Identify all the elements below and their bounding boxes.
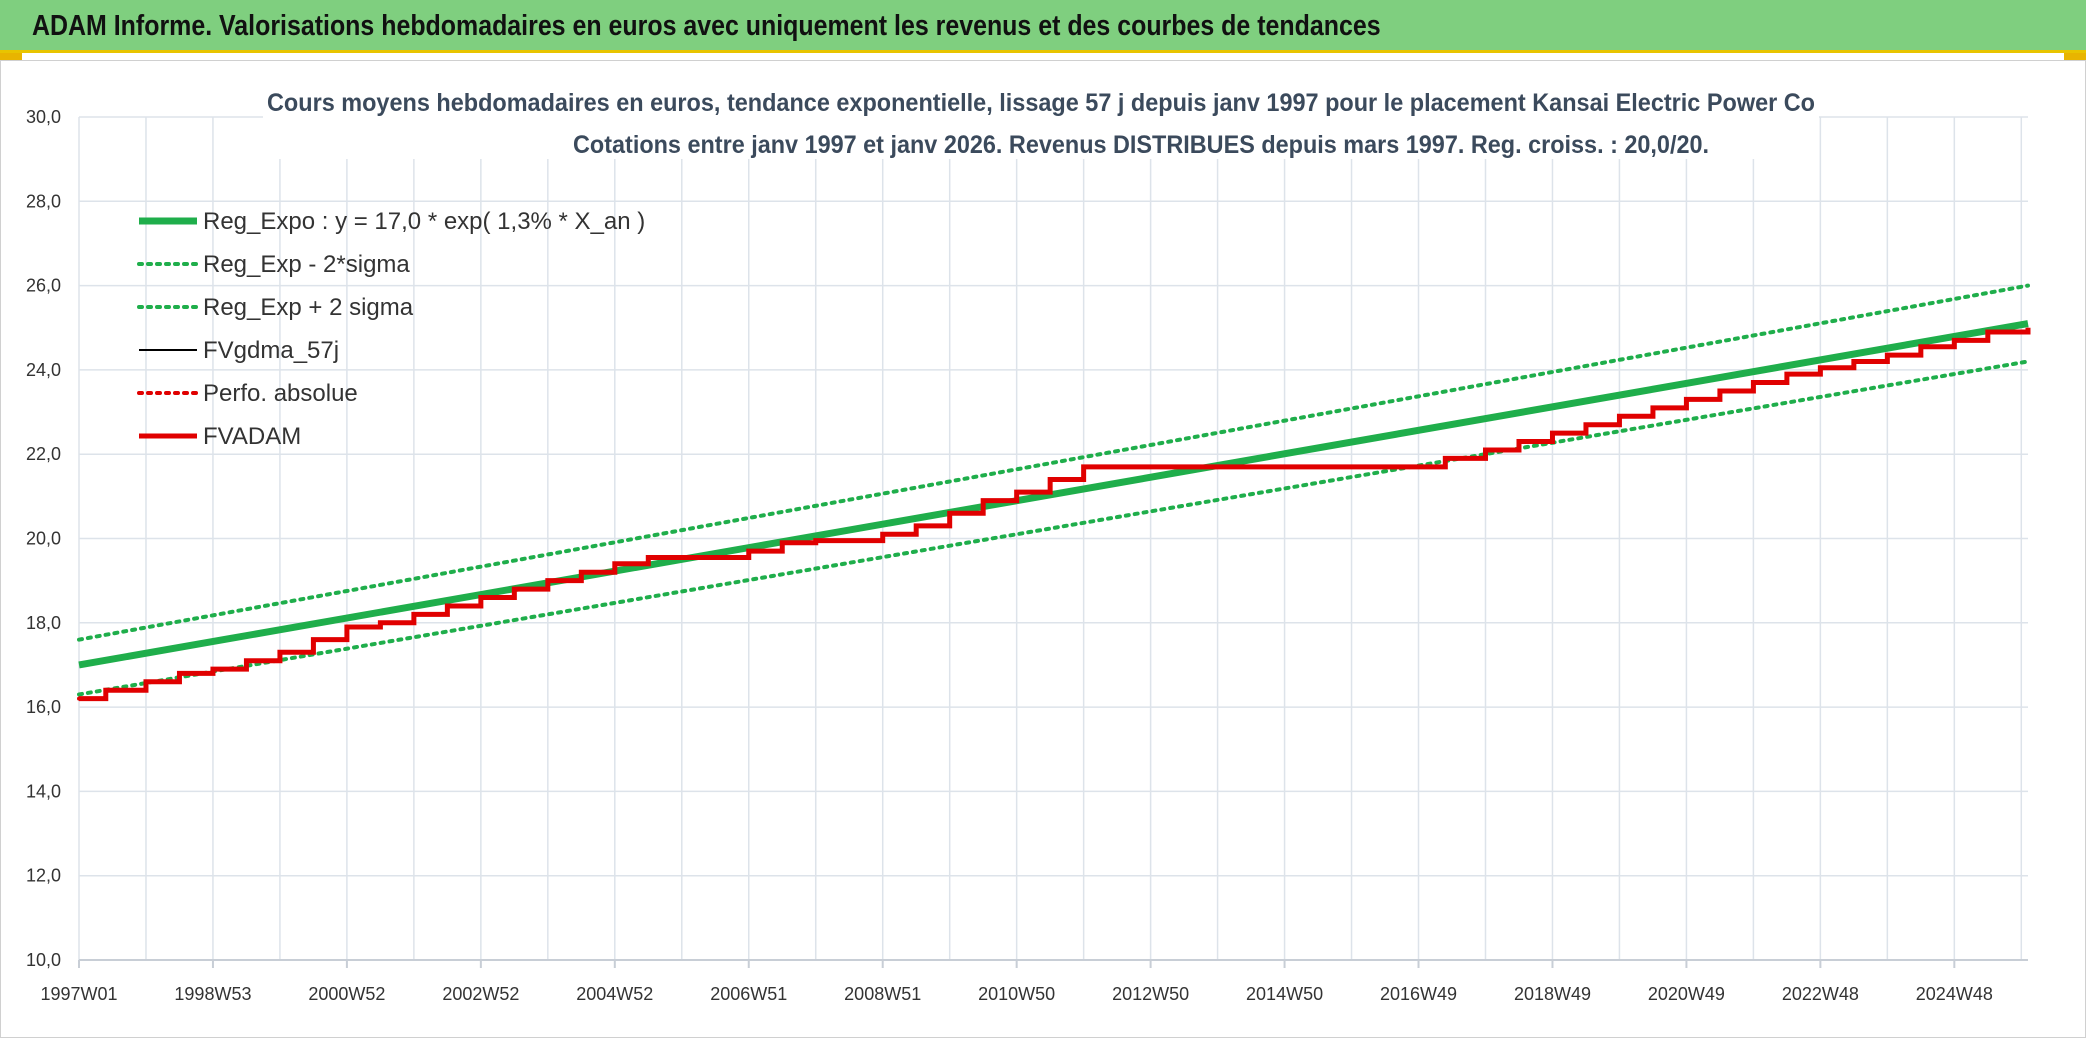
series-reg-exp-plus-2sigma: [77, 283, 2030, 642]
x-tick-label: 2012W50: [1112, 984, 1189, 1004]
legend-label: Perfo. absolue: [203, 380, 358, 407]
legend: Reg_Expo : y = 17,0 * exp( 1,3% * X_an )…: [137, 208, 645, 450]
y-tick-label: 24,0: [26, 360, 61, 380]
x-tick-label: 2000W52: [308, 984, 385, 1004]
legend-label: Reg_Exp + 2 sigma: [203, 294, 414, 321]
legend-label: FVADAM: [203, 423, 301, 450]
title-background: [263, 79, 1819, 159]
chart: Cours moyens hebdomadaires en euros, ten…: [26, 79, 2031, 1004]
x-tick-label: 1997W01: [40, 984, 117, 1004]
chart-subtitle: Cotations entre janv 1997 et janv 2026. …: [573, 131, 1709, 159]
y-tick-label: 14,0: [26, 781, 61, 801]
x-tick-label: 2018W49: [1514, 984, 1591, 1004]
x-tick-label: 2022W48: [1782, 984, 1859, 1004]
series: [77, 283, 2031, 702]
axes: 10,0 12,0 14,0 16,0 18,0 20,0 22,0 24,0 26,0 28,0…: [26, 107, 2028, 1004]
chart-titles: Cours moyens hebdomadaires en euros, ten…: [263, 79, 1819, 159]
series-reg-expo: [78, 320, 2029, 669]
x-tick-label: 2002W52: [442, 984, 519, 1004]
y-tick-label: 28,0: [26, 191, 61, 211]
y-tick-label: 12,0: [26, 866, 61, 886]
x-tick-label: 2016W49: [1380, 984, 1457, 1004]
y-tick-label: 18,0: [26, 613, 61, 633]
legend-label: FVgdma_57j: [203, 337, 339, 364]
x-tick-label: 2010W50: [978, 984, 1055, 1004]
grid: [78, 116, 2028, 961]
y-tick-label: 22,0: [26, 444, 61, 464]
x-tick-label: 2024W48: [1916, 984, 1993, 1004]
corner-marker-left: [0, 53, 22, 61]
x-tick-label: 1998W53: [174, 984, 251, 1004]
chart-title: Cours moyens hebdomadaires en euros, ten…: [267, 89, 1815, 117]
x-tick-label: 2014W50: [1246, 984, 1323, 1004]
y-tick-label: 26,0: [26, 276, 61, 296]
series-reg-exp-minus-2sigma: [77, 359, 2030, 697]
legend-label: Reg_Exp - 2*sigma: [203, 251, 410, 278]
y-tick-label: 30,0: [26, 107, 61, 127]
banner: ADAM Informe. Valorisations hebdomadaire…: [0, 0, 2086, 53]
legend-label: Reg_Expo : y = 17,0 * exp( 1,3% * X_an ): [203, 208, 645, 235]
y-tick-label: 16,0: [26, 697, 61, 717]
x-tick-label: 2008W51: [844, 984, 921, 1004]
banner-title: ADAM Informe. Valorisations hebdomadaire…: [32, 10, 1381, 42]
chart-area: Cours moyens hebdomadaires en euros, ten…: [0, 60, 2086, 1038]
x-tick-label: 2006W51: [710, 984, 787, 1004]
corner-marker-right: [2064, 53, 2086, 61]
y-tick-label: 10,0: [26, 950, 61, 970]
y-tick-label: 20,0: [26, 529, 61, 549]
series-perfo-absolue: [77, 325, 2030, 701]
x-tick-label: 2020W49: [1648, 984, 1725, 1004]
x-tick-label: 2004W52: [576, 984, 653, 1004]
